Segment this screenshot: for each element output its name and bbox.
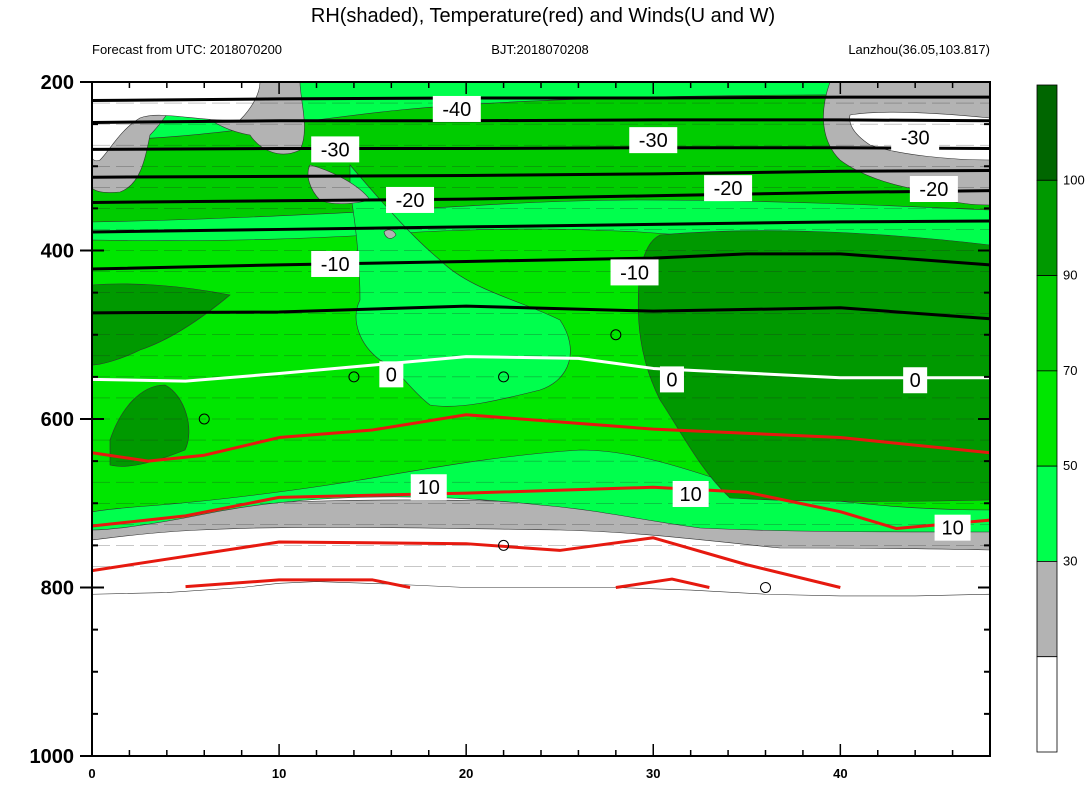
contour-label: -20 <box>919 179 948 201</box>
y-tick-label: 1000 <box>30 746 75 768</box>
y-tick-label: 200 <box>41 72 74 94</box>
terrain-mask <box>91 581 991 757</box>
contour-label: 10 <box>941 518 963 540</box>
y-tick-label: 800 <box>41 578 74 600</box>
contour-label-box <box>891 124 940 151</box>
calm-wind-markers <box>198 329 771 593</box>
x-tick-label: 30 <box>646 766 660 781</box>
contour-labels: -40 -30 -30 -30 -20 -20 -20 -10 -10 0 0 0 10 10 10 <box>311 95 971 541</box>
temperature-contour <box>92 304 990 321</box>
y-tick-label: 600 <box>41 409 74 431</box>
x-tick-label: 20 <box>459 766 473 781</box>
contour-label: -20 <box>714 178 743 200</box>
colorbar: 100 90 70 50 30 <box>1036 84 1085 753</box>
colorbar-swatch <box>1036 179 1058 276</box>
colorbar-label: 50 <box>1063 458 1077 473</box>
contour-label: -10 <box>321 254 350 276</box>
temperature-contour <box>92 355 990 383</box>
contour-label-box <box>610 259 659 286</box>
colorbar-label: 70 <box>1063 363 1077 378</box>
calm-marker <box>348 371 360 383</box>
calm-marker <box>610 329 622 341</box>
calm-marker <box>198 413 210 425</box>
calm-marker <box>498 371 510 383</box>
contour-label: -30 <box>639 130 668 152</box>
subtitle-forecast: Forecast from UTC: 2018070200 <box>92 42 282 57</box>
colorbar-swatch <box>1036 275 1058 372</box>
rh-band-dark-green-left-lower <box>109 384 190 467</box>
contour-label-box <box>629 127 678 154</box>
subtitle-bjt: BJT:2018070208 <box>491 42 589 57</box>
temperature-contour <box>615 577 710 589</box>
temperature-contour <box>92 168 990 179</box>
chart-title: RH(shaded), Temperature(red) and Winds(U… <box>311 5 775 27</box>
x-tick-label: 0 <box>88 766 95 781</box>
temperature-contour <box>92 219 990 234</box>
contour-label-box <box>672 480 709 507</box>
contour-label-box <box>311 250 360 277</box>
contour-label: -30 <box>901 128 930 150</box>
colorbar-swatch <box>1036 84 1058 181</box>
contour-label: 0 <box>910 370 921 392</box>
x-tick-label: 40 <box>833 766 847 781</box>
contour-label: -20 <box>396 190 425 212</box>
contour-label: -30 <box>321 139 350 161</box>
y-tick-label: 400 <box>41 241 74 263</box>
contour-label: 10 <box>680 484 702 506</box>
contour-label-box <box>410 474 447 501</box>
contour-label: 0 <box>666 369 677 391</box>
temperature-contour <box>92 95 990 103</box>
temperature-contour <box>92 413 990 463</box>
rh-band-dark-green-left <box>92 283 231 366</box>
contour-label-box <box>934 514 971 541</box>
contour-label: -40 <box>442 99 471 121</box>
rh-band-white-top <box>92 82 261 162</box>
temperature-contour <box>185 578 411 589</box>
contour-label-box <box>311 136 360 163</box>
rh-shading <box>92 82 990 551</box>
subtitle-station: Lanzhou(36.05,103.817) <box>848 42 990 57</box>
rh-band-light-green-tongue <box>349 164 571 407</box>
contour-label: 0 <box>386 364 397 386</box>
temperature-contour <box>92 252 990 271</box>
colorbar-label: 100 <box>1063 172 1085 187</box>
colorbar-label: 30 <box>1063 553 1077 568</box>
contour-label: -10 <box>620 262 649 284</box>
contour-label-box <box>379 361 404 388</box>
temperature-contour <box>92 146 990 151</box>
x-tick-label: 10 <box>272 766 286 781</box>
temperature-contours <box>92 95 990 589</box>
contour-label-box <box>659 366 684 393</box>
temperature-contour <box>92 118 990 124</box>
contour-label-box <box>903 367 928 394</box>
temperature-contour <box>92 189 990 204</box>
contour-label-box <box>704 175 753 202</box>
contour-label-box <box>432 95 481 122</box>
colorbar-label: 90 <box>1063 268 1077 283</box>
contour-label: 10 <box>418 477 440 499</box>
temperature-contour <box>92 536 841 589</box>
colorbar-swatch <box>1036 561 1058 658</box>
temperature-contour <box>92 485 990 531</box>
x-axis: 0 10 20 30 40 <box>88 82 991 781</box>
calm-marker <box>760 582 771 593</box>
contour-label-box <box>386 186 435 213</box>
colorbar-swatch <box>1036 656 1058 753</box>
colorbar-swatch <box>1036 465 1058 562</box>
calm-marker <box>498 539 510 551</box>
contour-label-box <box>909 175 958 202</box>
colorbar-swatch <box>1036 370 1058 467</box>
rh-band-gray-small <box>383 229 397 239</box>
